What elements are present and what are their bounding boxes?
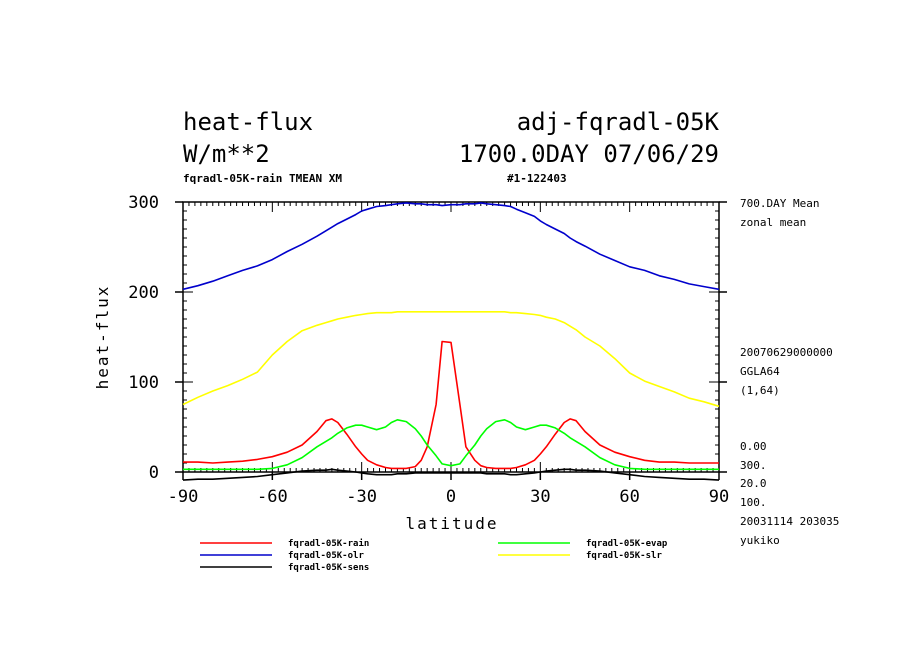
subtitle-run-id: #1-122403 xyxy=(507,172,567,185)
plot-frame xyxy=(182,201,720,473)
experiment-name: adj-fqradl-05K xyxy=(517,108,720,136)
note-value-3: 20.0 xyxy=(740,477,767,490)
x-axis-label: latitude xyxy=(405,514,498,533)
note-date-code: 20070629000000 xyxy=(740,346,833,359)
y-tick-label: 100 xyxy=(128,373,159,393)
note-mean-period: 700.DAY Mean xyxy=(740,197,819,210)
x-tick-label: 60 xyxy=(619,487,639,507)
subtitle-variable: fqradl-05K-rain TMEAN XM xyxy=(183,172,342,185)
legend-label: fqradl-05K-sens xyxy=(288,563,369,573)
chart-title: heat-flux xyxy=(183,108,313,136)
series-line-fqradl-05K-rain xyxy=(183,340,719,470)
legend: fqradl-05K-rain fqradl-05K-evap fqradl-05K… xyxy=(200,538,668,573)
series-line-fqradl-05K-evap xyxy=(183,418,719,471)
y-tick-label: 0 xyxy=(149,463,159,483)
x-tick-label: 0 xyxy=(446,487,456,507)
series-layer xyxy=(182,202,720,481)
x-tick-label: -90 xyxy=(168,487,199,507)
units-label: W/m**2 xyxy=(183,140,270,168)
note-value-1: 0.00 xyxy=(740,440,767,453)
tick-labels: -90 -60 -30 0 30 60 90 0 100 200 300 xyxy=(128,193,729,507)
note-grid: GGLA64 xyxy=(740,365,780,378)
note-timestamp: 20031114 203035 xyxy=(740,515,839,528)
legend-label: fqradl-05K-slr xyxy=(586,551,662,561)
series-line-fqradl-05K-olr xyxy=(182,202,720,291)
x-tick-label: 30 xyxy=(530,487,550,507)
note-user: yukiko xyxy=(740,534,780,547)
time-label: 1700.0DAY 07/06/29 xyxy=(459,140,719,168)
y-axis-label: heat-flux xyxy=(93,285,112,390)
y-tick-label: 300 xyxy=(128,193,159,213)
x-tick-label: -60 xyxy=(257,487,288,507)
x-tick-label: 90 xyxy=(709,487,729,507)
note-index: (1,64) xyxy=(740,384,780,397)
note-value-4: 100. xyxy=(740,496,767,509)
legend-label: fqradl-05K-evap xyxy=(586,539,668,549)
axis-ticks xyxy=(175,201,727,480)
y-tick-label: 200 xyxy=(128,283,159,303)
series-line-fqradl-05K-sens xyxy=(182,468,720,481)
note-value-2: 300. xyxy=(740,459,767,472)
legend-label: fqradl-05K-rain xyxy=(288,538,369,549)
x-tick-label: -30 xyxy=(346,487,377,507)
series-line-fqradl-05K-slr xyxy=(182,310,720,408)
legend-label: fqradl-05K-olr xyxy=(288,551,364,561)
note-zonal-mean: zonal mean xyxy=(740,216,806,229)
